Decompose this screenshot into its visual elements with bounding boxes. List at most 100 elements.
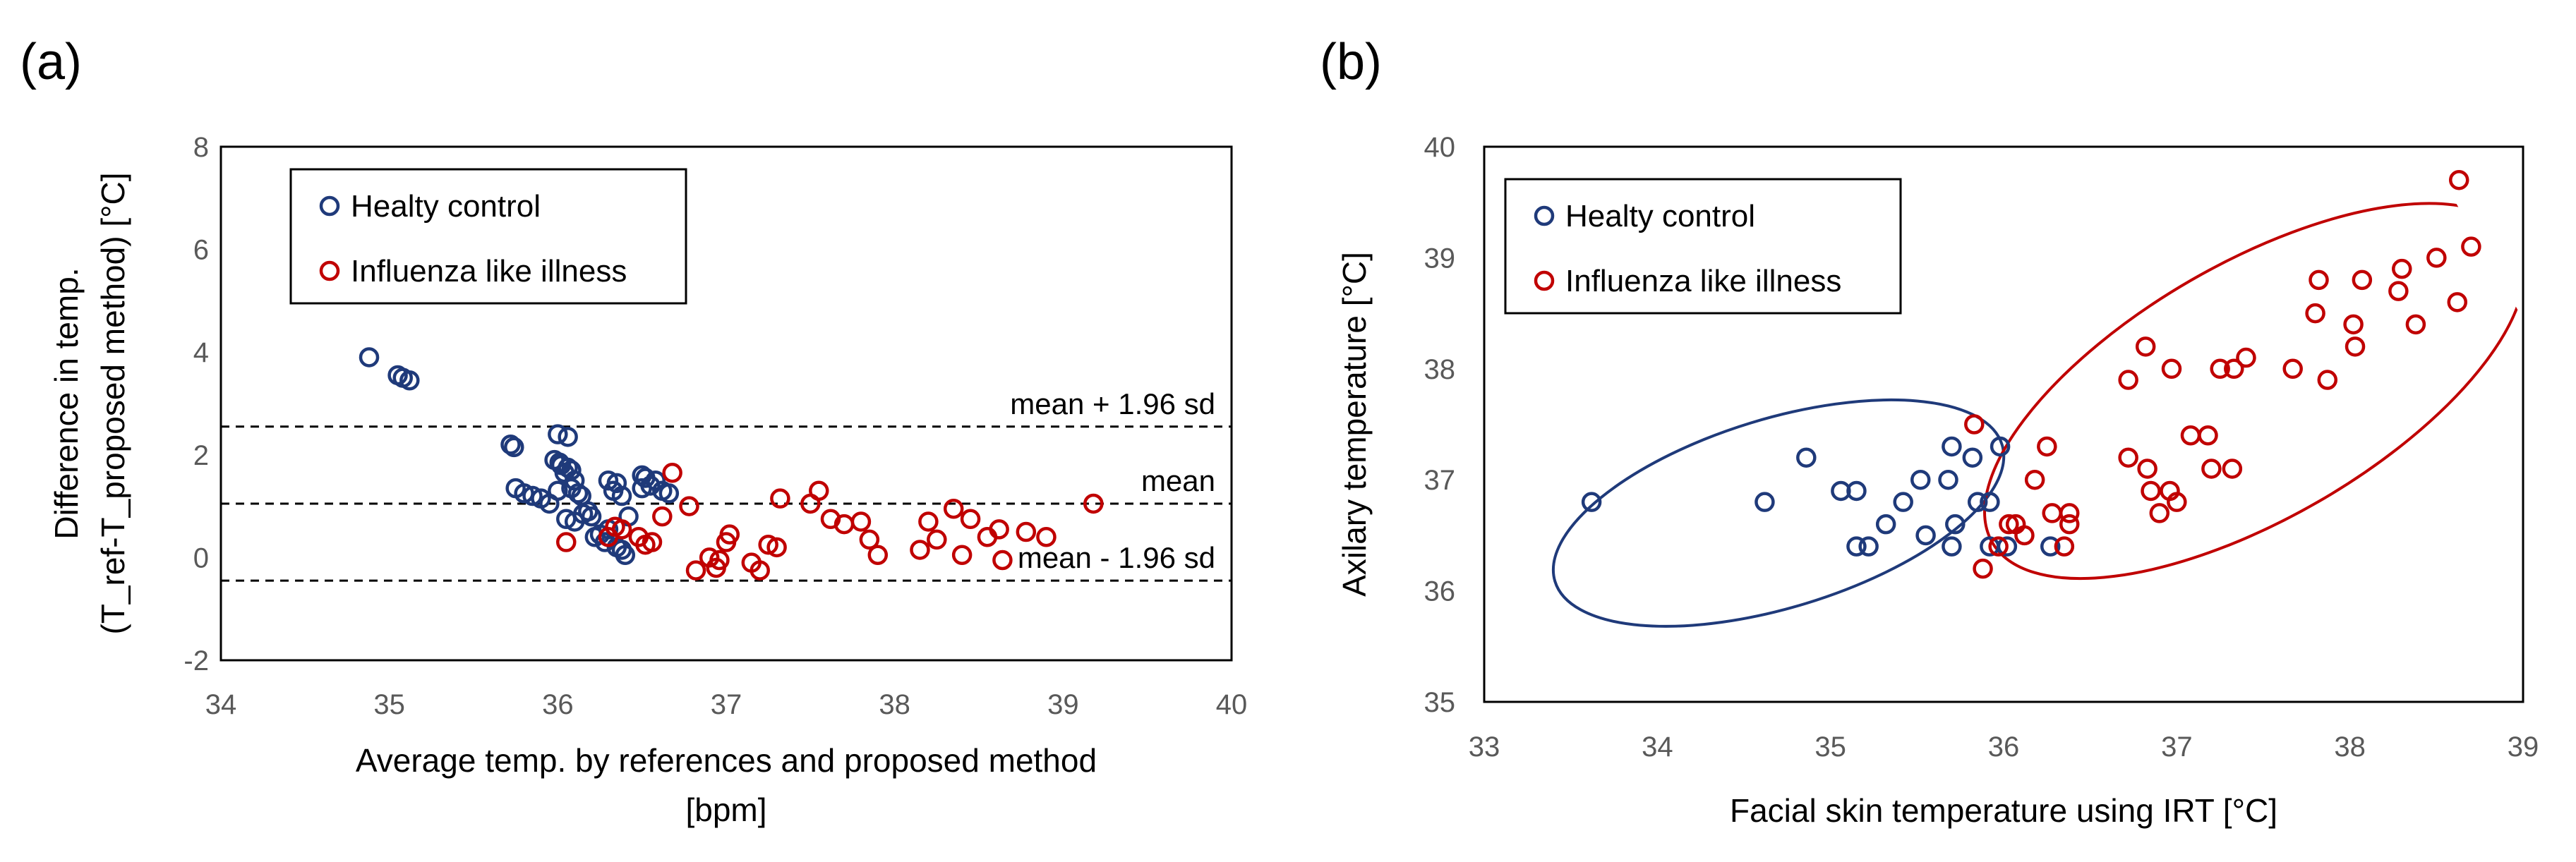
- data-point: [750, 560, 770, 581]
- data-point: [2224, 358, 2244, 380]
- data-point: [927, 529, 947, 550]
- data-point: [2282, 358, 2303, 380]
- y-tick-label: -2: [183, 645, 209, 676]
- legend-label: Influenza like illness: [1565, 264, 1841, 298]
- data-point: [859, 529, 880, 550]
- data-point: [685, 560, 706, 581]
- x-tick-label: 39: [2508, 732, 2539, 763]
- data-point: [1910, 469, 1931, 490]
- data-point: [2345, 336, 2366, 357]
- data-point: [850, 511, 872, 532]
- data-point: [1875, 514, 1896, 535]
- x-tick-label: 39: [1047, 689, 1079, 720]
- data-point: [867, 545, 889, 566]
- x-tick-label: 40: [1216, 689, 1248, 720]
- x-tick-label: 36: [1988, 732, 2020, 763]
- data-point: [1915, 525, 1936, 546]
- data-point: [2236, 347, 2256, 368]
- data-point: [2448, 169, 2469, 190]
- data-point: [2118, 447, 2138, 468]
- y-tick-label: 6: [193, 235, 209, 266]
- x-axis-label: Facial skin temperature using IRT [°C]: [1730, 792, 2277, 829]
- series-healty-control: [359, 347, 680, 566]
- data-point: [989, 519, 1009, 540]
- data-point: [359, 347, 380, 368]
- data-point: [1016, 521, 1037, 542]
- data-point: [2305, 303, 2325, 324]
- data-point: [2042, 503, 2062, 523]
- x-axis-label: Average temp. by references and proposed…: [356, 742, 1097, 779]
- data-point: [2040, 536, 2061, 557]
- data-point: [2352, 269, 2373, 291]
- data-point: [2461, 236, 2481, 257]
- x-tick-label: 35: [1814, 732, 1846, 763]
- data-point: [2309, 269, 2329, 291]
- data-point: [2161, 358, 2182, 380]
- data-point: [1858, 536, 1879, 557]
- chart-panel-a: (a) 34 35 36 37 38 39 40 -2 0 2 4 6 8 Average temp. by…: [20, 34, 1247, 828]
- data-point: [652, 506, 673, 527]
- legend-box: [1504, 178, 1902, 315]
- data-point: [500, 434, 521, 455]
- y-tick-label: 35: [1424, 687, 1456, 718]
- legend-marker: [1534, 205, 1555, 226]
- data-point: [2210, 358, 2230, 380]
- data-point: [642, 532, 663, 552]
- plot-frame: [219, 145, 1233, 662]
- data-point: [809, 480, 829, 502]
- legend-marker: [319, 195, 340, 217]
- x-tick-label: 38: [879, 689, 910, 720]
- x-tick-label: 35: [373, 689, 405, 720]
- y-tick-label: 2: [193, 440, 209, 471]
- data-point: [640, 475, 661, 496]
- data-point: [2167, 492, 2187, 512]
- data-point: [2014, 525, 2035, 546]
- legend: Healty control Influenza like illness: [1504, 178, 1902, 315]
- data-point: [758, 534, 778, 555]
- data-point: [2141, 480, 2161, 502]
- data-point: [662, 463, 682, 483]
- data-point: [556, 532, 577, 552]
- data-point: [549, 452, 570, 473]
- data-point: [598, 470, 619, 491]
- data-point: [960, 509, 981, 530]
- series-healty-control: [1581, 436, 2061, 557]
- data-point: [2135, 336, 2156, 357]
- data-point: [1893, 492, 1913, 512]
- data-point: [2198, 425, 2218, 446]
- data-point: [2343, 314, 2364, 335]
- series-influenza-like-illness: [556, 463, 1104, 581]
- x-tick-label: 37: [2161, 732, 2193, 763]
- data-point: [392, 368, 414, 388]
- data-point: [2059, 514, 2080, 535]
- data-point: [2054, 536, 2075, 557]
- y-tick-label: 36: [1424, 576, 1456, 607]
- series-influenza-like-illness: [1964, 169, 2481, 579]
- data-point: [2118, 370, 2138, 390]
- data-point: [1990, 436, 2011, 457]
- data-point: [2059, 503, 2080, 523]
- data-point: [770, 488, 790, 509]
- data-point: [1964, 414, 1985, 435]
- data-point: [2317, 370, 2338, 390]
- data-point: [1967, 492, 1988, 512]
- x-tick-label: 34: [1642, 732, 1673, 763]
- data-point: [1962, 447, 1983, 468]
- y-tick-label: 4: [193, 337, 209, 368]
- data-point: [1846, 480, 1867, 502]
- reference-line-label: mean + 1.96 sd: [1010, 387, 1215, 420]
- y-axis-label: Axilary temperature [°C]: [1336, 252, 1373, 597]
- data-point: [522, 485, 543, 506]
- cluster-ellipse: [1983, 202, 2527, 581]
- data-point: [2405, 314, 2426, 335]
- data-point: [1980, 492, 2000, 512]
- panel-label: (a): [20, 34, 82, 90]
- data-point: [1036, 527, 1057, 547]
- x-tick-label: 38: [2334, 732, 2366, 763]
- legend-label: Influenza like illness: [351, 254, 627, 289]
- legend: Healty control Influenza like illness: [289, 168, 687, 305]
- data-point: [1755, 492, 1775, 512]
- data-point: [943, 498, 964, 519]
- data-point: [632, 478, 652, 499]
- legend-label: Healty control: [351, 189, 541, 224]
